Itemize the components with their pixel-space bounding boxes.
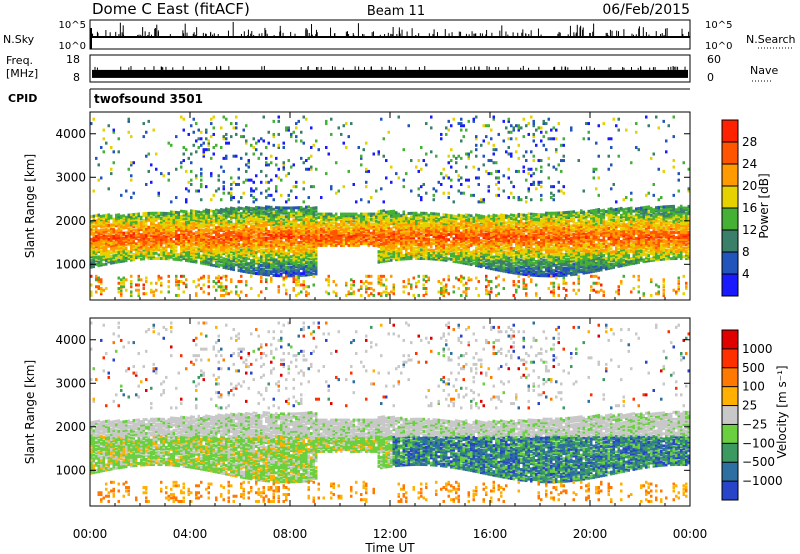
x-tick-label: 00:00 xyxy=(673,527,708,541)
colorbar-tick-label: 8 xyxy=(742,245,750,259)
colorbar-tick-label: 100 xyxy=(742,380,765,394)
nsearch-label: N.Search xyxy=(746,33,796,46)
station-title: Dome C East (fitACF) xyxy=(92,0,250,18)
velocity-colorbar-label: Velocity [m s⁻¹] xyxy=(775,365,789,458)
cpid-label: CPID xyxy=(8,92,37,105)
cpid-strip: CPID twofsound 3501 xyxy=(8,88,690,108)
colorbar-tick-label: 24 xyxy=(742,157,757,171)
colorbar-tick-label: −25 xyxy=(742,417,767,431)
x-axis-label: Time UT xyxy=(364,541,415,554)
power-ylabel: Slant Range [km] xyxy=(23,154,37,258)
x-tick-label: 16:00 xyxy=(473,527,508,541)
y-tick-label: 1000 xyxy=(55,257,86,271)
colorbar-tick-label: 12 xyxy=(742,223,757,237)
colorbar-tick-label: 4 xyxy=(742,267,750,281)
velocity-ylabel: Slant Range [km] xyxy=(23,360,37,464)
y-tick-label: 4000 xyxy=(55,127,86,141)
y-tick-label: 1000 xyxy=(55,463,86,477)
x-tick-label: 08:00 xyxy=(273,527,308,541)
nsky-tick-top: 10^5 xyxy=(59,20,86,31)
x-tick-label: 20:00 xyxy=(573,527,608,541)
velocity-panel: 1000 2000 3000 4000 Slant Range [km] xyxy=(23,317,691,507)
x-tick-label: 12:00 xyxy=(373,527,408,541)
x-tick-label: 00:00 xyxy=(73,527,108,541)
cpid-value: twofsound 3501 xyxy=(94,92,203,106)
y-tick-label: 4000 xyxy=(55,333,86,347)
nsky-label: N.Sky xyxy=(3,33,35,46)
colorbar-tick-label: −100 xyxy=(742,436,775,450)
power-colorbar: 4 8 12 16 20 24 28 xyxy=(721,119,757,297)
y-tick-label: 3000 xyxy=(55,170,86,184)
y-tick-label: 2000 xyxy=(55,420,86,434)
colorbar-tick-label: 500 xyxy=(742,361,765,375)
beam-label: Beam 11 xyxy=(367,4,425,19)
time-axis: 00:00 04:00 08:00 12:00 16:00 20:00 00:00 xyxy=(73,112,708,541)
nsky-tick-bottom: 10^0 xyxy=(59,41,86,52)
colorbar-tick-label: 16 xyxy=(742,201,757,215)
colorbar-tick-label: 25 xyxy=(742,399,757,413)
nsearch-tick-top: 10^5 xyxy=(705,20,732,31)
velocity-colorbar: 1000 500 100 25 −25 −100 −500 −1000 xyxy=(721,329,783,501)
power-colorbar-label: Power [dB] xyxy=(757,173,771,238)
x-tick-label: 04:00 xyxy=(173,527,208,541)
nsky-strip: N.Sky 10^5 10^0 10^5 10^0 N.Search xyxy=(3,19,796,52)
colorbar-tick-label: −1000 xyxy=(742,474,783,488)
colorbar-tick-label: −500 xyxy=(742,455,775,469)
nave-tick-0: 0 xyxy=(707,71,714,84)
nave-tick-60: 60 xyxy=(707,53,721,66)
date-label: 06/Feb/2015 xyxy=(602,2,690,18)
freq-tick-8: 8 xyxy=(73,71,80,84)
y-tick-label: 2000 xyxy=(55,214,86,228)
y-tick-label: 3000 xyxy=(55,376,86,390)
freq-strip: Freq. [MHz] 18 8 60 0 Nave xyxy=(6,53,778,84)
nave-label: Nave xyxy=(750,64,778,77)
power-panel: 1000 2000 3000 4000 Slant Range [km] xyxy=(23,111,691,301)
freq-label: Freq. xyxy=(6,54,33,67)
nsearch-tick-bottom: 10^0 xyxy=(705,41,732,52)
colorbar-tick-label: 20 xyxy=(742,179,757,193)
colorbar-tick-label: 1000 xyxy=(742,342,773,356)
freq-unit: [MHz] xyxy=(6,67,38,80)
colorbar-tick-label: 28 xyxy=(742,135,757,149)
freq-tick-18: 18 xyxy=(66,53,80,66)
